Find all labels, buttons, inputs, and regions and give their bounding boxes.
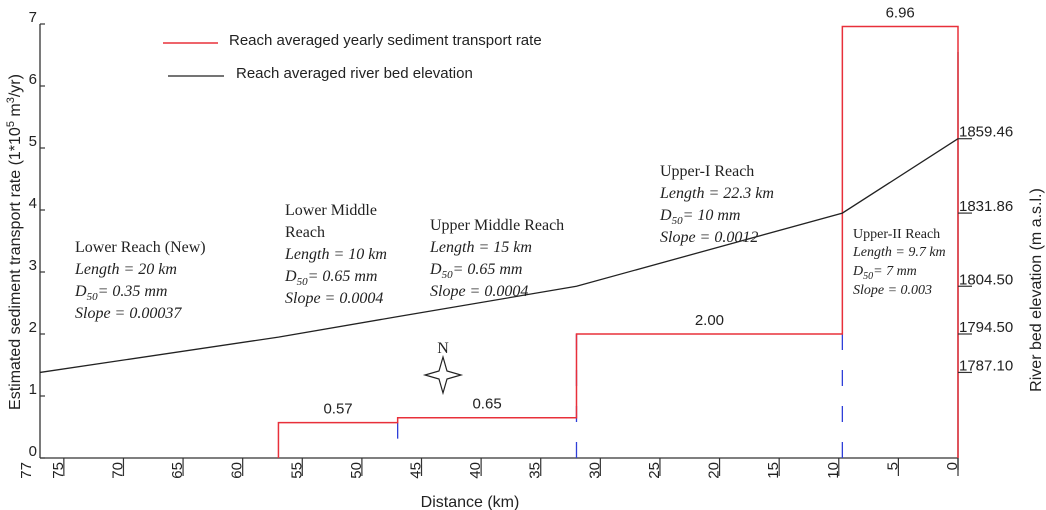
north-label: N	[437, 340, 449, 357]
x-tick-label: 60	[229, 462, 246, 479]
y-tick-label: 1	[29, 381, 37, 398]
reach-title: Upper-I Reach	[660, 163, 754, 180]
sediment-value-label: 6.96	[886, 4, 915, 21]
legend: Reach averaged yearly sediment transport…	[163, 32, 542, 82]
elevation-tick-label: 1804.50	[959, 271, 1013, 288]
y-tick-label: 7	[29, 9, 37, 26]
x-tick-label: 35	[527, 462, 544, 479]
y-tick-label: 2	[29, 319, 37, 336]
x-tick-label: 75	[50, 462, 67, 479]
x-tick-label: 10	[825, 462, 842, 479]
y-tick-label: 0	[29, 443, 37, 460]
reach-annotation-upper-middle: Upper Middle Reach Length = 15 km D50= 0…	[429, 217, 564, 300]
reach-length: Length = 22.3 km	[659, 185, 774, 202]
reach-annotation-lower-middle: Lower Middle Reach Length = 10 km D50= 0…	[284, 202, 387, 307]
x-tick-label: 15	[765, 462, 782, 479]
elevation-tick-label: 1859.46	[959, 124, 1013, 141]
x-tick-label: 50	[348, 462, 365, 479]
reach-title: Upper Middle Reach	[430, 217, 564, 234]
reach-length: Length = 15 km	[429, 239, 532, 256]
y-tick-label: 6	[29, 71, 37, 88]
sediment-value-label: 0.65	[472, 396, 501, 413]
reach-annotation-lower: Lower Reach (New) Length = 20 km D50= 0.…	[74, 239, 206, 322]
reach-d50: D50= 10 mm	[659, 207, 740, 227]
x-tick-label: 65	[169, 462, 186, 479]
elevation-tick-label: 1787.10	[959, 357, 1013, 374]
sediment-step-line	[277, 25, 959, 458]
y-tick-label: 3	[29, 257, 37, 274]
reach-annotation-upper-1: Upper-I Reach Length = 22.3 km D50= 10 m…	[659, 163, 774, 246]
reach-boundaries	[397, 334, 844, 458]
elevation-series	[39, 138, 959, 374]
y-axis-ticks: 0 1 2 3 4 5 6 7	[29, 9, 45, 460]
reach-slope: Slope = 0.0004	[430, 283, 528, 300]
reach-length: Length = 9.7 km	[852, 245, 946, 260]
reach-length: Length = 10 km	[284, 246, 387, 263]
y-tick-label: 4	[29, 195, 37, 212]
x-tick-label-77: 77	[18, 462, 35, 479]
reach-title: Lower Middle	[285, 202, 377, 219]
reach-d50: D50= 7 mm	[852, 264, 917, 282]
x-tick-label: 0	[944, 462, 961, 470]
reach-annotation-upper-2: Upper-II Reach Length = 9.7 km D50= 7 mm…	[852, 227, 946, 298]
north-arrow-icon: N	[422, 340, 464, 396]
y-axis-title: Estimated sediment transport rate (1*105…	[5, 74, 24, 410]
x-axis-ticks: 75 70 65 60 55 50 45 40 35 30 25 20 15 10 5 077	[18, 458, 961, 479]
reach-d50: D50= 0.65 mm	[429, 261, 522, 281]
legend-label-elevation: Reach averaged river bed elevation	[236, 65, 473, 82]
elevation-tick-label: 1794.50	[959, 319, 1013, 336]
x-tick-label: 40	[467, 462, 484, 479]
x-tick-label: 20	[706, 462, 723, 479]
elevation-labels: 1859.46 1831.86 1804.50 1794.50 1787.10	[958, 124, 1013, 374]
sediment-value-label: 0.57	[323, 401, 352, 418]
x-tick-label: 45	[408, 462, 425, 479]
x-tick-label: 55	[288, 462, 305, 479]
reach-slope: Slope = 0.0012	[660, 229, 758, 246]
reach-slope: Slope = 0.0004	[285, 290, 383, 307]
elevation-line	[39, 138, 959, 374]
x-axis-title: Distance (km)	[421, 494, 520, 510]
x-tick-label: 70	[109, 462, 126, 479]
reach-title: Lower Reach (New)	[75, 239, 206, 256]
elevation-tick-label: 1831.86	[959, 198, 1013, 215]
y-tick-label: 5	[29, 133, 37, 150]
sediment-series: 0.57 0.65 2.00 6.96	[277, 4, 959, 458]
x-tick-label: 25	[646, 462, 663, 479]
reach-d50: D50= 0.35 mm	[74, 283, 167, 303]
sediment-value-label: 2.00	[695, 312, 724, 329]
reach-length: Length = 20 km	[74, 261, 177, 278]
reach-slope: Slope = 0.003	[853, 283, 932, 298]
legend-label-sediment: Reach averaged yearly sediment transport…	[229, 32, 542, 49]
reach-title: Upper-II Reach	[853, 227, 940, 242]
reach-title-line2: Reach	[285, 224, 325, 241]
y2-axis-title: River bed elevation (m a.s.l.)	[1028, 188, 1045, 392]
reach-d50: D50= 0.65 mm	[284, 268, 377, 288]
x-tick-label: 5	[884, 462, 901, 470]
reach-slope: Slope = 0.00037	[75, 305, 182, 322]
x-tick-label: 30	[586, 462, 603, 479]
